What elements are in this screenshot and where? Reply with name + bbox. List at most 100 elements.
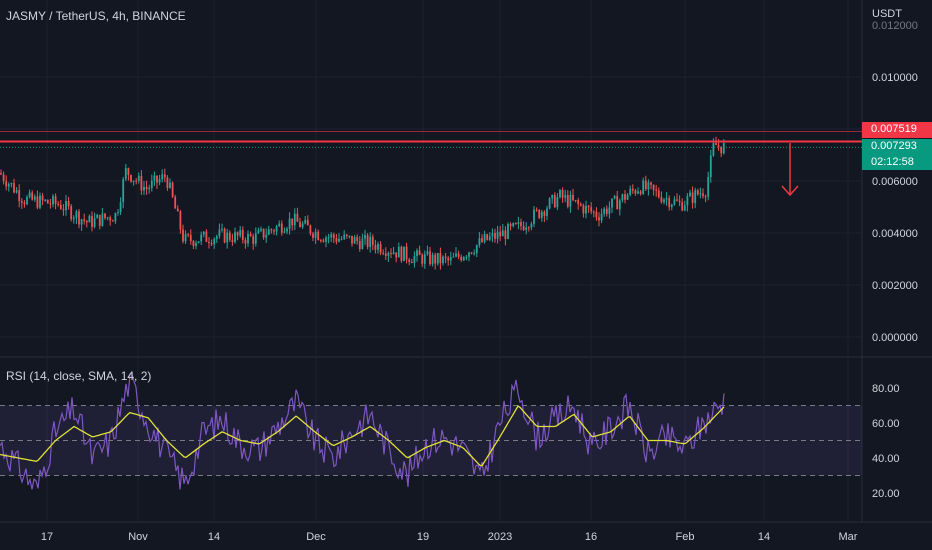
candle-down xyxy=(46,199,49,204)
candle-up xyxy=(114,213,117,222)
arrow-head xyxy=(781,185,799,197)
candle-up xyxy=(647,182,650,190)
candle-up xyxy=(525,227,528,230)
price-tick-label-hidden: 0.012000 xyxy=(872,20,918,32)
candle-down xyxy=(676,199,678,201)
candle-up xyxy=(442,256,444,264)
candle-up xyxy=(260,228,262,231)
candle-up xyxy=(338,238,340,242)
candle-up xyxy=(517,222,520,224)
candle-down xyxy=(514,223,517,225)
currency-label: USDT xyxy=(872,8,902,20)
candle-down xyxy=(179,211,182,230)
candle-down xyxy=(332,234,335,238)
candle-up xyxy=(44,199,47,201)
candle-down xyxy=(319,240,322,242)
candle-up xyxy=(569,194,572,207)
candle-up xyxy=(361,238,364,250)
candle-down xyxy=(616,196,619,210)
candle-up xyxy=(39,195,41,208)
candle-up xyxy=(7,184,10,187)
candle-down xyxy=(187,234,190,236)
candle-up xyxy=(431,254,434,265)
candle-down xyxy=(145,186,148,190)
candle-up xyxy=(327,237,330,239)
candle-up xyxy=(72,217,75,220)
candle-down xyxy=(668,198,671,208)
candle-down xyxy=(273,230,275,232)
candle-down xyxy=(296,213,299,222)
candle-up xyxy=(75,211,78,218)
candle-down xyxy=(520,222,522,227)
candle-down xyxy=(228,232,231,240)
candle-down xyxy=(652,184,655,190)
candle-up xyxy=(683,205,686,211)
candle-down xyxy=(49,203,52,205)
candle-down xyxy=(595,211,598,218)
candle-down xyxy=(244,239,247,244)
candle-up xyxy=(533,209,535,224)
candle-up xyxy=(501,230,504,237)
candle-up xyxy=(301,223,304,228)
candle-down xyxy=(270,229,273,231)
candle-down xyxy=(5,181,8,187)
candle-up xyxy=(491,233,494,237)
candle-up xyxy=(150,180,153,189)
candle-up xyxy=(137,175,140,181)
candle-down xyxy=(509,224,512,227)
candle-down xyxy=(13,183,15,193)
candle-down xyxy=(322,240,325,242)
candle-up xyxy=(65,200,67,211)
candle-down xyxy=(582,205,585,214)
candle-down xyxy=(572,194,574,201)
time-tick-label: Feb xyxy=(676,531,695,543)
candle-down xyxy=(36,196,39,208)
candle-down xyxy=(189,235,192,242)
candle-up xyxy=(101,213,104,226)
candle-down xyxy=(252,236,255,244)
candle-up xyxy=(530,223,533,228)
candle-down xyxy=(681,202,684,211)
candle-down xyxy=(62,209,65,211)
time-tick-label: 16 xyxy=(585,531,597,543)
candle-up xyxy=(686,196,689,206)
candle-down xyxy=(312,233,314,238)
candle-down xyxy=(31,192,34,200)
candle-up xyxy=(608,207,611,214)
candle-down xyxy=(54,196,57,204)
candle-down xyxy=(210,243,213,245)
candle-up xyxy=(496,231,499,239)
candle-down xyxy=(83,219,86,221)
candle-up xyxy=(117,212,119,214)
candle-up xyxy=(637,191,639,194)
candle-up xyxy=(353,237,356,244)
candle-down xyxy=(634,190,637,194)
candle-down xyxy=(579,204,582,206)
candle-down xyxy=(704,196,707,198)
candle-up xyxy=(413,255,416,263)
candle-up xyxy=(254,233,257,244)
candle-up xyxy=(629,188,632,195)
candle-up xyxy=(293,213,296,226)
candle-up xyxy=(559,190,561,198)
candle-up xyxy=(455,253,457,257)
candle-down xyxy=(166,177,169,188)
candle-up xyxy=(426,251,429,255)
candle-up xyxy=(403,246,405,261)
candle-up xyxy=(488,236,491,240)
candle-down xyxy=(543,211,546,216)
candle-up xyxy=(119,202,122,213)
candle-down xyxy=(345,234,348,236)
candle-down xyxy=(624,194,626,200)
candle-up xyxy=(585,205,587,214)
price-tick-label: 0.006000 xyxy=(872,176,918,188)
candle-down xyxy=(527,227,530,229)
candle-up xyxy=(551,195,554,199)
candle-down xyxy=(241,229,244,240)
candle-down xyxy=(486,234,489,240)
candle-down xyxy=(470,252,473,254)
candle-down xyxy=(400,246,403,261)
rsi-tick-label: 60.00 xyxy=(872,418,900,430)
candle-down xyxy=(0,173,2,175)
